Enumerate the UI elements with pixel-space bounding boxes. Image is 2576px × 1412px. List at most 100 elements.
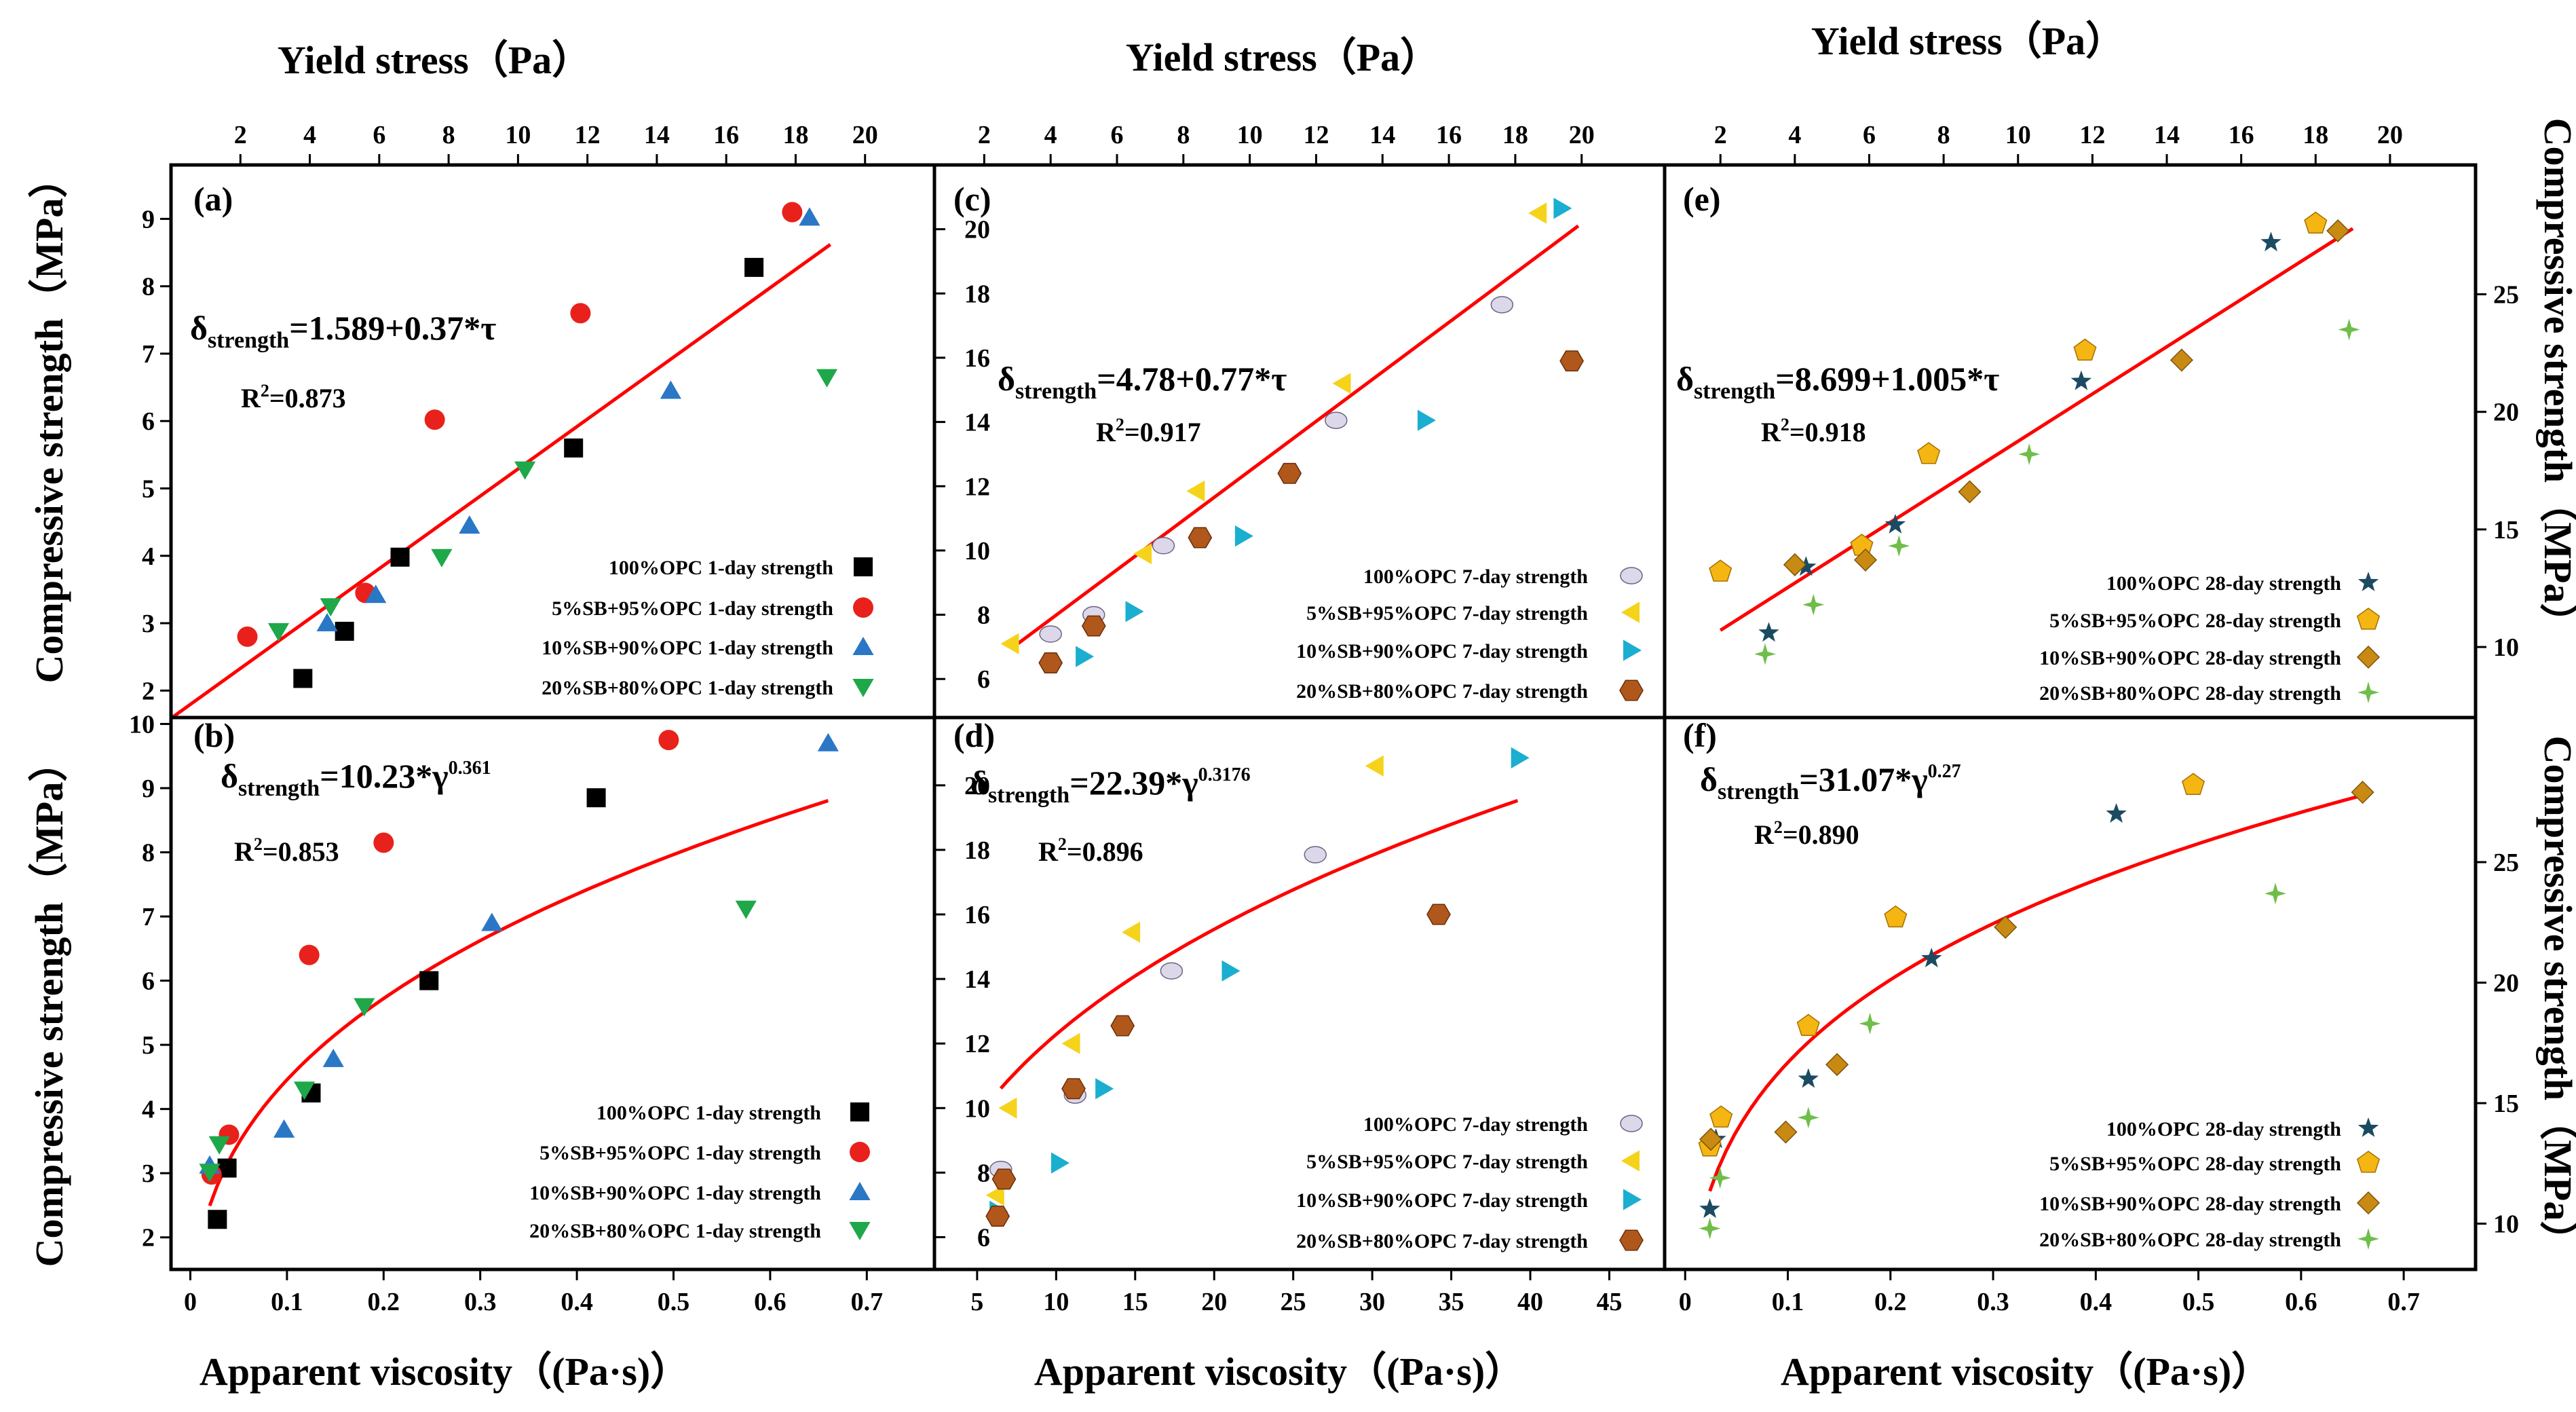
data-point xyxy=(658,730,679,751)
legend-marker xyxy=(2357,1228,2379,1250)
data-point xyxy=(586,788,606,808)
x-tick-label: 4 xyxy=(1044,121,1057,149)
data-point xyxy=(991,1168,1017,1190)
x-tick-label: 40 xyxy=(1517,1288,1543,1316)
legend-label: 5%SB+95%OPC 7-day strength xyxy=(1306,1151,1588,1173)
data-point xyxy=(2018,443,2041,466)
data-point xyxy=(2265,882,2286,905)
top-axis-title-middle: Yield stress（Pa） xyxy=(1126,35,1439,79)
panel-label: (c) xyxy=(953,180,991,218)
legend-marker xyxy=(850,1142,870,1162)
legend: 100%OPC 1-day strength 5%SB+95%OPC 1-day … xyxy=(542,557,874,699)
x-tick-label: 35 xyxy=(1439,1288,1464,1316)
legend-label: 10%SB+90%OPC 28-day strength xyxy=(2039,647,2341,669)
data-point xyxy=(985,1185,1004,1206)
legend-marker xyxy=(2356,645,2381,669)
data-point xyxy=(237,626,258,647)
x-tick-label: 8 xyxy=(442,121,455,149)
data-point xyxy=(322,1048,344,1067)
legend-label: 20%SB+80%OPC 7-day strength xyxy=(1296,680,1588,703)
data-point xyxy=(1133,543,1152,565)
r-squared: R2=0.918 xyxy=(1761,415,1866,447)
x-tick-label: 0.7 xyxy=(2387,1288,2420,1316)
y-tick-label: 9 xyxy=(142,205,155,234)
data-point xyxy=(335,621,354,641)
legend-label: 5%SB+95%OPC 1-day strength xyxy=(552,597,833,620)
panel-d: 6 8 10 12 14 16 18 20 5 10 15 20 25 30 35 40 45 (d) δstren… xyxy=(934,716,1644,1316)
data-point xyxy=(199,1164,221,1183)
x-tick-label: 0.6 xyxy=(2285,1288,2317,1316)
y-tick-label: 7 xyxy=(142,903,155,931)
x-tick-label: 14 xyxy=(1369,121,1395,149)
x-tick-label: 0 xyxy=(184,1288,197,1316)
data-point xyxy=(293,1081,316,1100)
y-tick-label: 18 xyxy=(964,836,990,865)
legend-label: 10%SB+90%OPC 7-day strength xyxy=(1296,640,1588,663)
data-point xyxy=(1783,553,1806,576)
series-1 xyxy=(1758,231,2281,642)
data-point xyxy=(1921,948,1942,967)
data-point xyxy=(2304,211,2328,234)
data-point xyxy=(1234,525,1253,547)
data-point xyxy=(799,207,820,226)
series-4 xyxy=(267,369,838,642)
fit-line xyxy=(999,798,1519,1090)
series-2 xyxy=(985,755,1384,1206)
x-tick-label: 2 xyxy=(1714,121,1727,149)
x-tick-label: 0.2 xyxy=(1874,1288,1907,1316)
x-tick-label: 4 xyxy=(1788,121,1801,149)
data-point xyxy=(1699,1198,1720,1219)
panel-label: (f) xyxy=(1683,716,1717,754)
x-tick-label: 8 xyxy=(1177,121,1190,149)
data-point xyxy=(1699,1217,1721,1240)
legend-label: 5%SB+95%OPC 28-day strength xyxy=(2049,610,2341,632)
x-tick-label: 15 xyxy=(1122,1288,1148,1316)
data-point xyxy=(299,944,320,965)
y-tick-label: 10 xyxy=(129,710,155,739)
data-point xyxy=(1110,1015,1135,1037)
y-tick-label: 8 xyxy=(977,1159,990,1187)
right-axis-title-bottom: Compressive strength（MPa） xyxy=(2536,736,2576,1261)
data-point xyxy=(1061,1078,1086,1100)
data-point xyxy=(1994,915,2018,939)
y-tick-label: 6 xyxy=(142,967,155,996)
series-2 xyxy=(1698,773,2205,1157)
data-point xyxy=(1709,1105,1733,1128)
data-point xyxy=(2182,773,2205,795)
legend-marker xyxy=(1621,601,1640,623)
data-point xyxy=(431,549,453,568)
data-point xyxy=(1699,1128,1723,1151)
data-point xyxy=(1797,1107,1819,1129)
data-point xyxy=(419,971,439,990)
x-tick-label: 0.5 xyxy=(658,1288,690,1316)
x-tick-label: 0.3 xyxy=(464,1288,497,1316)
y-tick-label: 18 xyxy=(964,280,990,308)
x-tick-label: 0.4 xyxy=(2080,1288,2113,1316)
legend-marker xyxy=(1621,1150,1640,1172)
legend-label: 5%SB+95%OPC 1-day strength xyxy=(539,1142,821,1164)
panel-a: 2 3 4 5 6 7 8 9 2 4 6 8 10 12 14 16 18 20 (a) δstrength=1.5… xyxy=(142,121,878,720)
data-point xyxy=(208,1210,227,1229)
y-tick-label: 20 xyxy=(2493,969,2519,998)
legend: 100%OPC 28-day strength 5%SB+95%OPC 28-da… xyxy=(2039,1117,2381,1251)
legend: 100%OPC 7-day strength 5%SB+95%OPC 7-day … xyxy=(1296,1113,1644,1252)
data-point xyxy=(2351,781,2374,804)
series-1 xyxy=(293,257,764,688)
data-point xyxy=(1081,615,1106,637)
r-squared: R2=0.896 xyxy=(1038,834,1143,867)
data-point xyxy=(782,202,803,223)
data-point xyxy=(365,584,387,603)
x-tick-label: 6 xyxy=(373,121,385,149)
legend-marker xyxy=(852,637,874,655)
x-tick-label: 45 xyxy=(1596,1288,1622,1316)
data-point xyxy=(208,1136,230,1155)
data-point xyxy=(2338,318,2360,341)
legend-marker xyxy=(1623,639,1642,661)
fit-line xyxy=(170,243,832,720)
y-tick-label: 16 xyxy=(964,901,990,929)
data-point xyxy=(1511,747,1530,768)
data-point xyxy=(1152,537,1175,555)
x-tick-label: 0.2 xyxy=(368,1288,400,1316)
